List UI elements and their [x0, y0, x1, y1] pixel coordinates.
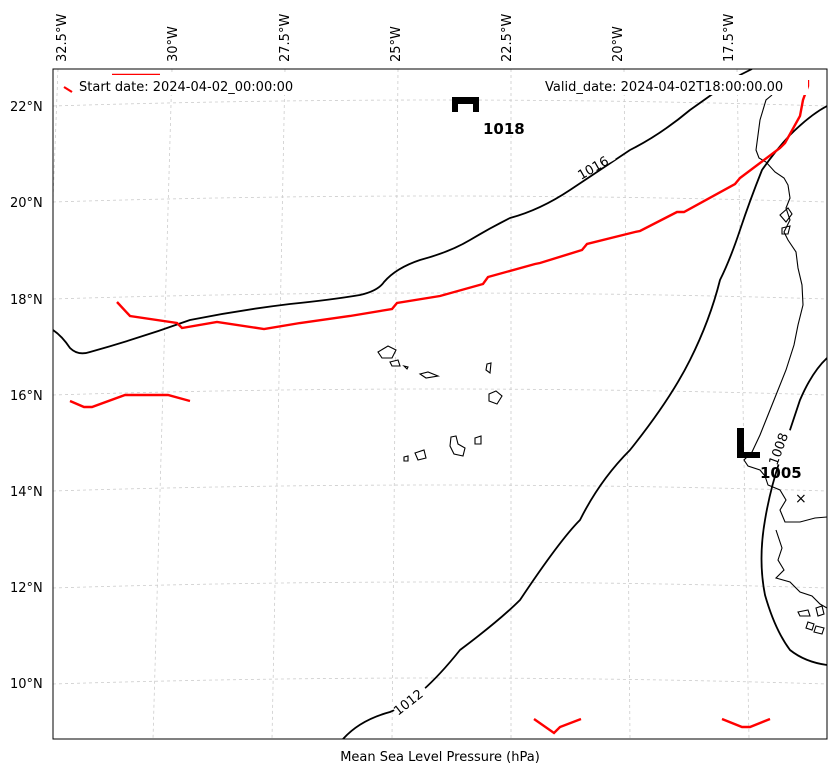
cape-verde-islands	[377, 345, 503, 462]
lat-label-18n: 18°N	[10, 293, 43, 308]
start-date-text: Start date: 2024-04-02_00:00:00	[79, 80, 293, 95]
isobar-1016	[53, 69, 753, 355]
island-sao-vicente	[389, 359, 401, 367]
lat-label-10n: 10°N	[10, 677, 43, 692]
graticule	[53, 69, 827, 739]
guinea-bissau-islands	[797, 605, 825, 635]
start-date-legend-swatch	[63, 86, 73, 93]
island-santo-antao	[377, 345, 397, 359]
coastline	[743, 94, 827, 635]
lon-label-20w: 20°W	[611, 26, 626, 62]
island-fogo	[414, 449, 427, 461]
canary-coast-fragment	[779, 207, 793, 235]
low-pressure-marker: 1005 ×	[737, 428, 807, 507]
red-lines	[69, 73, 810, 735]
latitude-labels: 22°N 20°N 18°N 16°N 14°N 12°N 10°N	[10, 100, 43, 692]
island-santa-luzia	[402, 364, 409, 370]
lon-label-17.5w: 17.5°W	[722, 14, 737, 62]
lon-label-32.5w: 32.5°W	[55, 14, 70, 62]
island-sal	[485, 362, 492, 375]
longitude-labels: 32.5°W 30°W 27.5°W 25°W 22.5°W 20°W 17.5…	[55, 14, 737, 62]
map-frame	[52, 68, 828, 740]
lon-label-25w: 25°W	[389, 26, 404, 62]
low-pressure-value: 1005	[760, 464, 802, 482]
red-line-main	[116, 80, 810, 331]
meridian-32.5w	[53, 69, 59, 201]
low-pressure-l-icon	[737, 428, 760, 458]
isobars	[53, 69, 827, 739]
island-brava	[403, 455, 409, 462]
high-pressure-h-icon	[452, 97, 479, 112]
island-maio	[474, 435, 482, 445]
island-boa-vista	[488, 390, 503, 405]
red-line-south-2	[721, 717, 771, 729]
red-line-south-1	[533, 717, 582, 735]
lat-label-22n: 22°N	[10, 100, 43, 115]
map-area: 1018 1005 × 1016 1012 1008 Start date: 2…	[53, 69, 827, 739]
island-sao-nicolau	[418, 371, 441, 379]
lon-label-30w: 30°W	[166, 26, 181, 62]
isobar-1008	[760, 357, 827, 666]
island-santiago	[449, 435, 466, 457]
west-africa-coast	[743, 94, 827, 523]
lat-label-20n: 20°N	[10, 196, 43, 211]
lon-label-27.5w: 27.5°W	[278, 14, 293, 62]
low-pressure-x-icon: ×	[795, 491, 807, 507]
valid-date-text: Valid_date: 2024-04-02T18:00:00.00	[545, 80, 783, 95]
info-boxes: Start date: 2024-04-02_00:00:00 Valid_da…	[58, 75, 808, 95]
lat-label-12n: 12°N	[10, 581, 43, 596]
high-pressure-marker: 1018	[452, 97, 525, 138]
lat-label-14n: 14°N	[10, 485, 43, 500]
isobar-1012	[342, 105, 827, 739]
lat-label-16n: 16°N	[10, 389, 43, 404]
high-pressure-value: 1018	[483, 120, 525, 138]
senegal-gambia-coast	[774, 529, 827, 609]
map-xlabel: Mean Sea Level Pressure (hPa)	[340, 750, 540, 765]
red-line-west	[69, 393, 191, 409]
lon-label-22.5w: 22.5°W	[500, 14, 515, 62]
